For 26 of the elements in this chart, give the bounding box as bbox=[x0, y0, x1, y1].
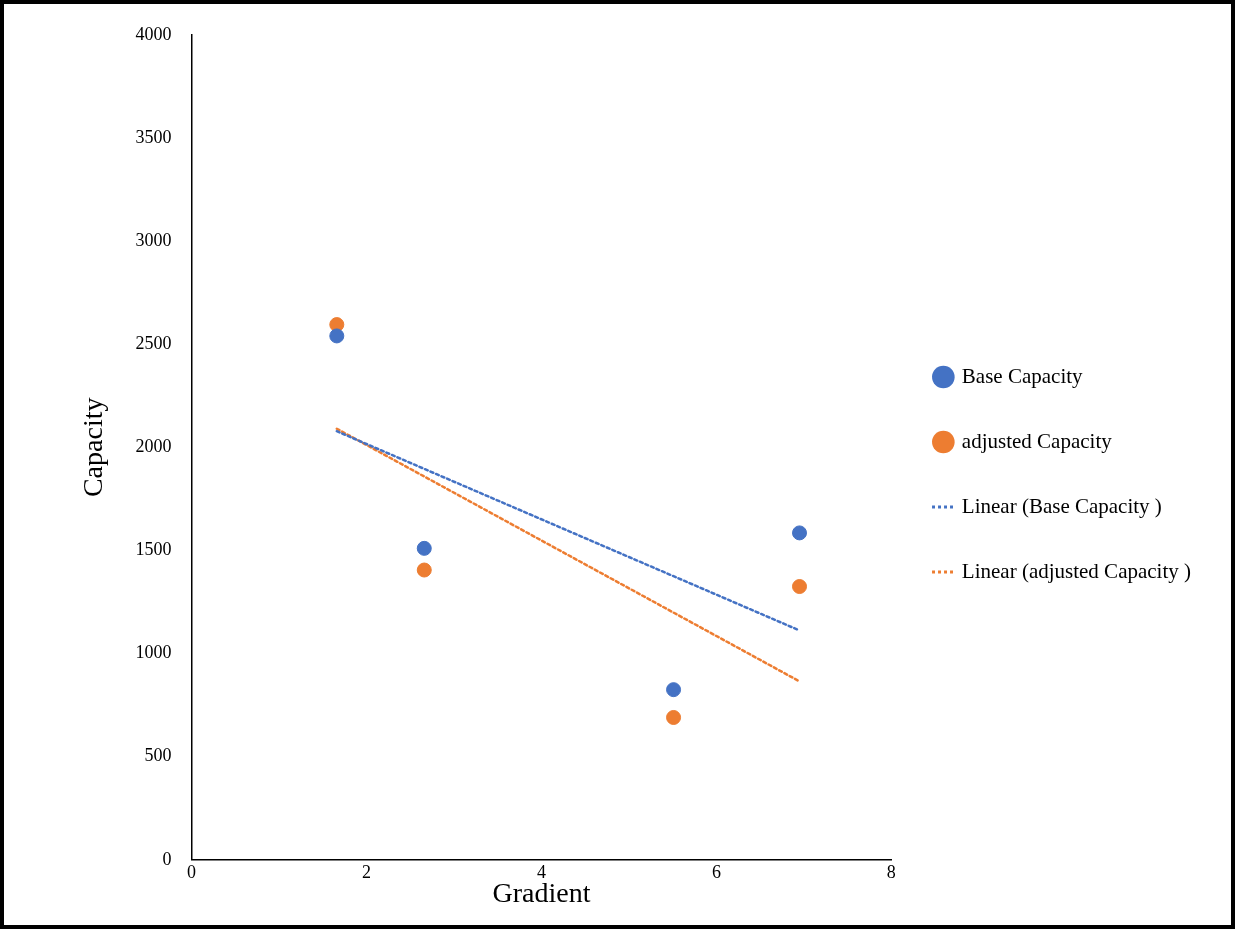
point bbox=[666, 709, 682, 725]
y-tick-label: 2500 bbox=[135, 332, 172, 353]
point bbox=[416, 540, 432, 556]
y-tick-label: 3000 bbox=[135, 229, 172, 250]
legend-label: Base Capacity bbox=[961, 363, 1084, 388]
y-tick-label: 1000 bbox=[135, 642, 172, 663]
x-tick-label: 4 bbox=[536, 862, 546, 883]
x-tick-label: 8 bbox=[886, 862, 896, 883]
point bbox=[792, 579, 807, 595]
y-axis-title: Capacity bbox=[77, 397, 109, 498]
point bbox=[792, 525, 807, 541]
point bbox=[666, 682, 682, 698]
x-tick-label: 6 bbox=[711, 862, 721, 883]
y-tick-label: 1500 bbox=[135, 539, 172, 560]
legend-label: Linear (adjusted Capacity ) bbox=[961, 558, 1192, 583]
x-tick-label: 2 bbox=[362, 862, 372, 883]
y-tick-label: 0 bbox=[162, 848, 172, 869]
legend-label: adjusted Capacity bbox=[961, 428, 1113, 453]
point bbox=[329, 328, 345, 344]
legend-label: Linear (Base Capacity ) bbox=[961, 493, 1162, 518]
y-tick-label: 500 bbox=[144, 745, 172, 766]
point bbox=[416, 562, 432, 578]
y-tick-label: 4000 bbox=[135, 23, 172, 44]
y-tick-label: 2000 bbox=[135, 436, 172, 457]
x-tick-label: 0 bbox=[187, 862, 197, 883]
y-tick-label: 3500 bbox=[135, 126, 172, 147]
